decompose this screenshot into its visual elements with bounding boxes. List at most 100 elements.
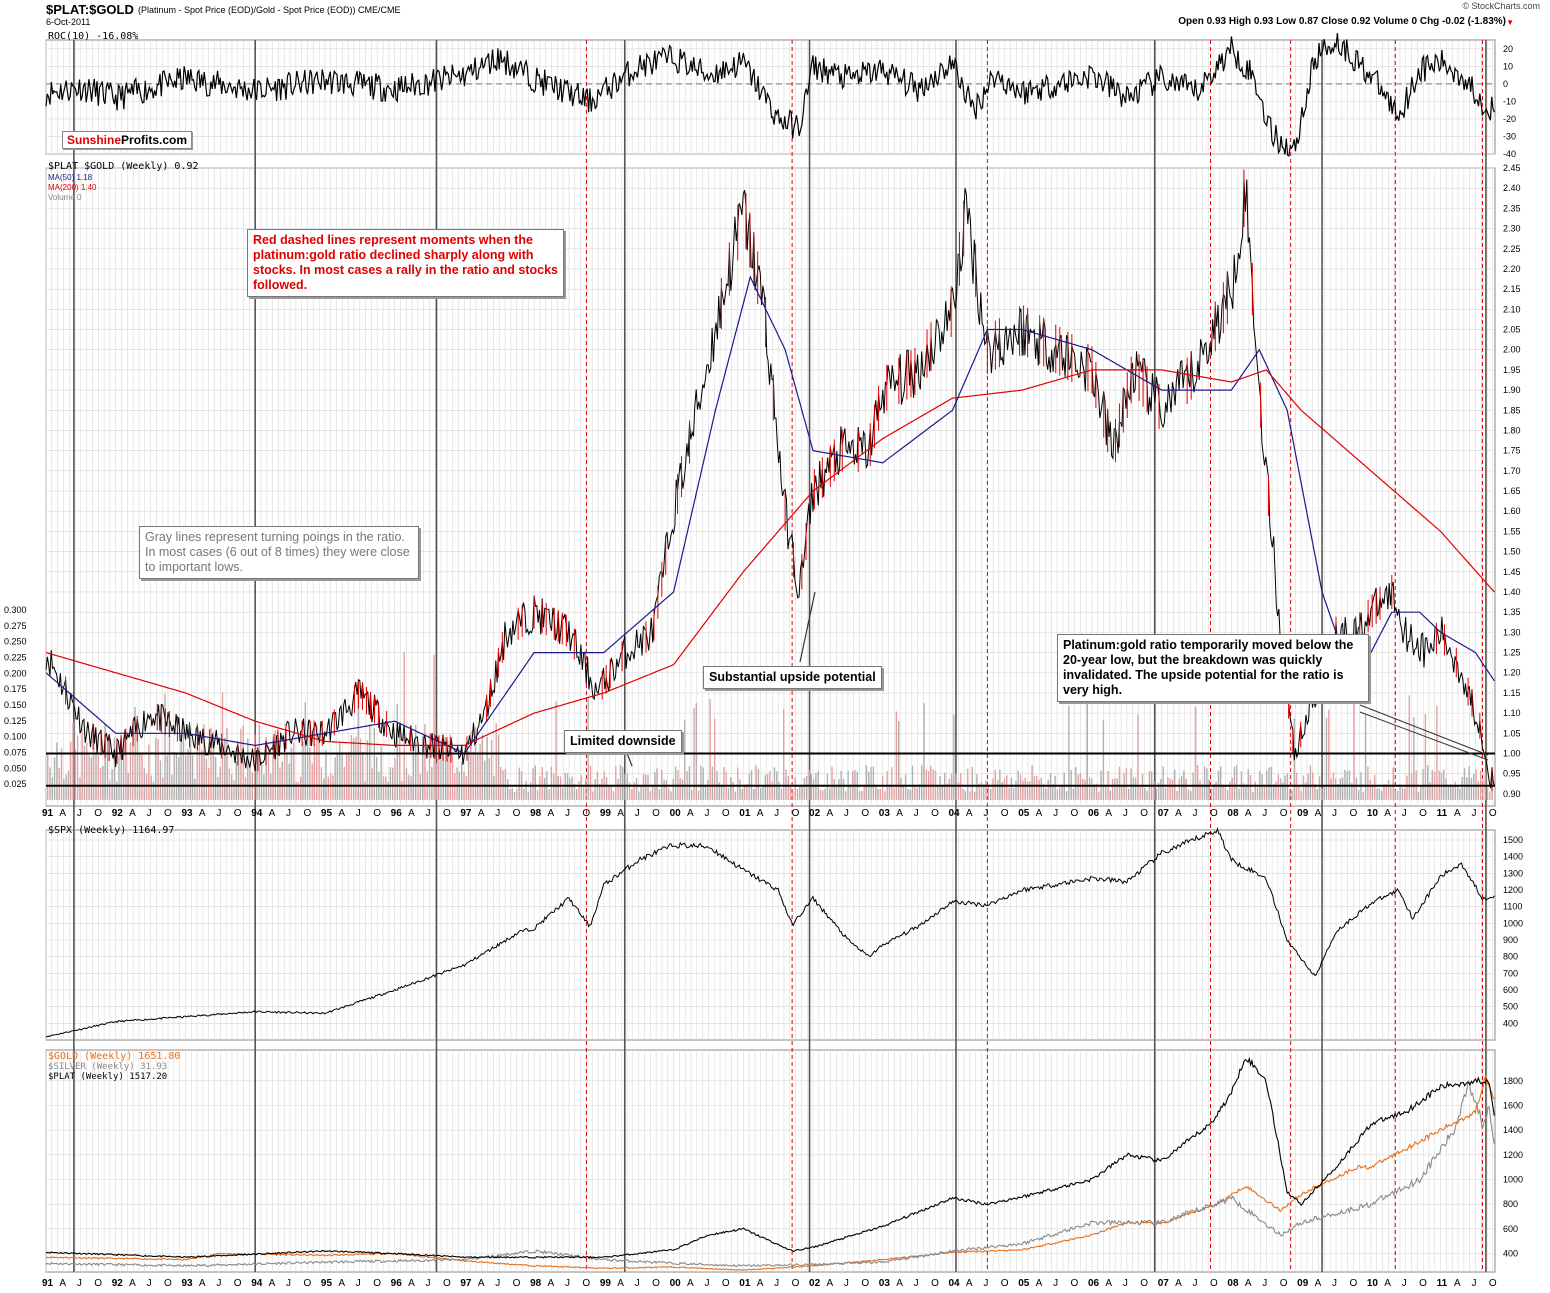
y-tick-label: 600 bbox=[1503, 1224, 1518, 1234]
series-line-ma-200- bbox=[45, 369, 1495, 746]
volume-bar bbox=[111, 769, 113, 800]
volume-bar bbox=[1134, 777, 1137, 800]
chart-date: 6-Oct-2011 bbox=[46, 17, 91, 27]
volume-bar bbox=[739, 779, 741, 800]
volume-bar bbox=[734, 791, 737, 800]
volume-bar bbox=[1252, 791, 1254, 800]
volume-bar bbox=[1247, 769, 1249, 800]
volume-bar bbox=[1210, 788, 1213, 800]
x-tick-label: 98 bbox=[530, 808, 542, 819]
volume-bar bbox=[518, 767, 520, 800]
x-tick-label: J bbox=[1332, 1278, 1337, 1289]
volume-bar bbox=[932, 769, 934, 800]
volume-bar bbox=[1086, 695, 1088, 800]
volume-bar bbox=[1022, 780, 1024, 800]
x-tick-label: A bbox=[1384, 808, 1391, 819]
volume-bar bbox=[1427, 765, 1429, 800]
volume-bar bbox=[1082, 778, 1084, 800]
volume-bar bbox=[822, 790, 824, 800]
x-tick-label: O bbox=[792, 1278, 800, 1289]
volume-bar bbox=[1042, 784, 1045, 800]
volume-bar bbox=[1473, 773, 1475, 800]
volume-bar bbox=[1272, 784, 1275, 800]
volume-bar bbox=[916, 787, 918, 800]
volume-bar bbox=[95, 752, 97, 800]
x-tick-label: A bbox=[199, 808, 206, 819]
volume-bar bbox=[872, 766, 875, 800]
volume-bar bbox=[1454, 781, 1456, 800]
volume-bar bbox=[1249, 775, 1252, 800]
volume-bar bbox=[1429, 782, 1431, 800]
volume-bar bbox=[1213, 784, 1215, 800]
volume-bar bbox=[1461, 777, 1463, 800]
x-tick-label: J bbox=[147, 1278, 152, 1289]
volume-bar bbox=[1102, 720, 1105, 800]
volume-bar bbox=[1144, 787, 1146, 800]
volume-bar bbox=[208, 768, 210, 800]
volume-bar bbox=[1392, 767, 1394, 800]
x-tick-label: O bbox=[1210, 1278, 1218, 1289]
x-tick-label: 99 bbox=[600, 808, 612, 819]
volume-bar bbox=[1157, 782, 1160, 800]
volume-bar bbox=[113, 737, 116, 800]
volume-bar bbox=[369, 724, 371, 800]
volume-bar bbox=[88, 754, 90, 800]
volume-bar bbox=[1010, 777, 1013, 800]
axes: 20 10 0 -10 -20 -30 -40 2.45 2.40 2.35 2.30 2.25 2.2… bbox=[4, 44, 1523, 1289]
x-tick-label: A bbox=[1245, 1278, 1252, 1289]
volume-bar bbox=[737, 767, 739, 800]
volume-bar bbox=[1236, 765, 1238, 800]
x-tick-label: A bbox=[617, 1278, 624, 1289]
x-tick-label: O bbox=[1489, 808, 1497, 819]
x-tick-label: O bbox=[1489, 1278, 1497, 1289]
volume-bar bbox=[352, 738, 355, 800]
y-tick-label: 1.90 bbox=[1503, 385, 1521, 395]
volume-bar bbox=[622, 767, 624, 800]
volume-bar bbox=[539, 776, 541, 800]
volume-bar bbox=[295, 781, 297, 800]
volume-bar bbox=[1261, 774, 1263, 800]
volume-bar bbox=[785, 769, 787, 800]
legend-ma200: MA(200) 1.40 bbox=[48, 183, 97, 192]
volume-bar bbox=[642, 774, 645, 800]
annotation-upside: Substantial upside potential bbox=[703, 666, 882, 689]
volume-bar bbox=[789, 787, 792, 800]
volume-bar bbox=[1420, 786, 1422, 800]
volume-bar bbox=[1162, 766, 1164, 800]
volume-bar bbox=[382, 776, 385, 800]
volume-bar bbox=[628, 782, 631, 800]
volume-bar bbox=[456, 767, 458, 800]
volume-bar bbox=[440, 739, 442, 800]
x-tick-label: A bbox=[1454, 1278, 1461, 1289]
volume-bar bbox=[730, 777, 732, 800]
volume-bar bbox=[1072, 788, 1075, 800]
volume-bar bbox=[858, 791, 861, 800]
upside-pointer bbox=[799, 591, 816, 663]
x-tick-label: 93 bbox=[181, 808, 193, 819]
volume-bar bbox=[996, 780, 999, 800]
volume-bar bbox=[727, 787, 730, 800]
volume-bar bbox=[778, 782, 780, 800]
volume-bar bbox=[937, 785, 939, 800]
volume-bar bbox=[438, 736, 440, 800]
x-tick-label: O bbox=[373, 808, 381, 819]
volume-bar bbox=[334, 757, 336, 800]
x-tick-label: O bbox=[1280, 1278, 1288, 1289]
volume-bar bbox=[355, 736, 357, 800]
x-tick-label: O bbox=[582, 808, 590, 819]
volume-bar bbox=[327, 776, 329, 800]
volume-bar bbox=[865, 765, 868, 800]
y-tick-label: 1.85 bbox=[1503, 405, 1521, 415]
volume-bar bbox=[224, 737, 226, 800]
volume-bar bbox=[198, 741, 201, 800]
x-tick-label: 01 bbox=[739, 808, 751, 819]
x-tick-label: A bbox=[757, 808, 764, 819]
volume-bar bbox=[297, 781, 300, 800]
volume-bar bbox=[136, 732, 139, 800]
volume-bar bbox=[341, 754, 343, 800]
y-tick-label: 1.80 bbox=[1503, 425, 1521, 435]
y-tick-label: 2.40 bbox=[1503, 183, 1521, 193]
volume-bar bbox=[171, 774, 173, 800]
x-tick-label: O bbox=[1140, 808, 1148, 819]
volume-bar bbox=[536, 790, 539, 800]
